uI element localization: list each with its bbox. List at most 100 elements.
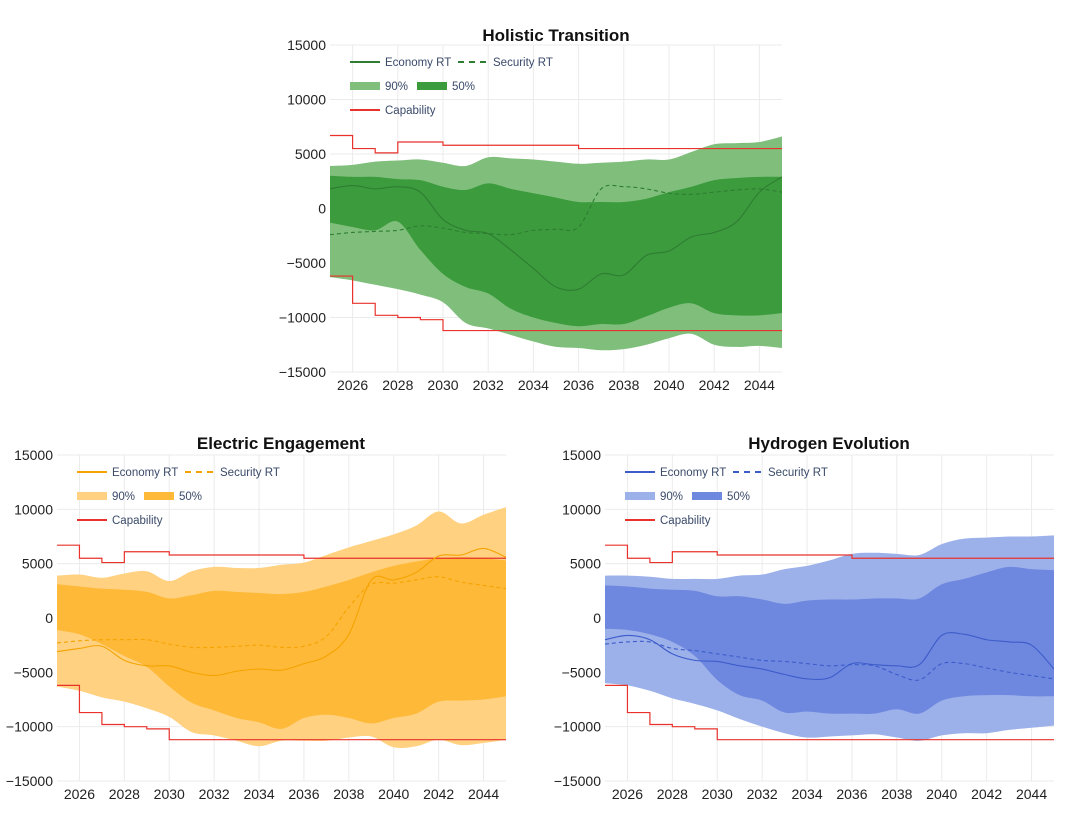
band-50 — [605, 566, 1054, 714]
y-tick-label: 15000 — [562, 447, 601, 463]
chart-panel-holistic-transition: −15000 −10000 −5000 0 5000 10000 15000 2026 2028… — [0, 0, 1090, 400]
plot-area — [330, 134, 782, 351]
x-tick-label: 2034 — [243, 786, 274, 802]
legend-label-band50: 50% — [179, 491, 202, 503]
legend-label-capability: Capability — [385, 105, 436, 117]
legend-label-capability: Capability — [660, 515, 711, 527]
legend-swatch-band90 — [625, 492, 655, 500]
legend-label-security: Security RT — [768, 467, 828, 479]
economy-rt-line — [330, 176, 782, 291]
legend-label-economy: Economy RT — [385, 57, 451, 69]
legend-label-economy: Economy RT — [660, 467, 726, 479]
x-tick-label: 2040 — [653, 377, 684, 393]
capability-line-upper — [605, 544, 1054, 564]
x-tick-label: 2030 — [702, 786, 733, 802]
capability-line-upper — [57, 544, 506, 564]
y-tick-label: 5000 — [570, 556, 601, 572]
x-tick-label: 2038 — [881, 786, 912, 802]
legend-swatch-band50 — [692, 492, 722, 500]
legend-swatch-band90 — [77, 492, 107, 500]
y-tick-label: −5000 — [287, 255, 327, 271]
legend-label-band90: 90% — [660, 491, 683, 503]
band-50 — [57, 557, 506, 729]
axes: −15000 −10000 −5000 0 5000 10000 15000 2026 2028… — [279, 37, 775, 393]
x-tick-label: 2042 — [423, 786, 454, 802]
legend-label-capability: Capability — [112, 515, 163, 527]
y-tick-label: 0 — [593, 610, 601, 626]
legend-label-security: Security RT — [220, 467, 280, 479]
legend-label-band90: 90% — [385, 81, 408, 93]
axes: −15000 −10000 −5000 0 5000 10000 15000 2026 2028… — [554, 447, 1047, 802]
y-tick-label: 0 — [318, 201, 326, 217]
x-tick-label: 2026 — [612, 786, 643, 802]
legend: Economy RT Security RT 90% 50% Capability — [77, 467, 280, 527]
x-tick-label: 2044 — [744, 377, 775, 393]
y-tick-label: −5000 — [14, 664, 54, 680]
capability-line-lower — [605, 684, 1054, 741]
chart-title: Holistic Transition — [482, 26, 629, 45]
x-tick-label: 2036 — [836, 786, 867, 802]
x-tick-label: 2036 — [288, 786, 319, 802]
x-tick-label: 2040 — [378, 786, 409, 802]
plot-area — [57, 507, 506, 749]
legend-label-band50: 50% — [452, 81, 475, 93]
x-tick-label: 2028 — [382, 377, 413, 393]
chart-title: Hydrogen Evolution — [748, 434, 910, 453]
y-tick-label: −10000 — [6, 719, 53, 735]
plot-area — [605, 535, 1054, 741]
axes: −15000 −10000 −5000 0 5000 10000 15000 2026 2028… — [6, 447, 499, 802]
legend: Economy RT Security RT 90% 50% Capability — [350, 57, 553, 117]
x-tick-label: 2026 — [337, 377, 368, 393]
y-tick-label: 5000 — [295, 146, 326, 162]
legend-swatch-band90 — [350, 82, 380, 90]
x-tick-label: 2032 — [473, 377, 504, 393]
legend-label-band50: 50% — [727, 491, 750, 503]
y-tick-label: −10000 — [554, 719, 601, 735]
y-tick-label: 10000 — [562, 501, 601, 517]
x-tick-label: 2028 — [657, 786, 688, 802]
x-tick-label: 2036 — [563, 377, 594, 393]
y-tick-label: −10000 — [279, 310, 326, 326]
x-tick-label: 2028 — [109, 786, 140, 802]
economy-rt-line — [605, 632, 1054, 681]
legend: Economy RT Security RT 90% 50% Capability — [625, 467, 828, 527]
capability-line-lower — [57, 684, 506, 741]
y-tick-label: 5000 — [22, 556, 53, 572]
x-tick-label: 2038 — [333, 786, 364, 802]
x-tick-label: 2040 — [926, 786, 957, 802]
legend-swatch-band50 — [144, 492, 174, 500]
x-tick-label: 2044 — [468, 786, 499, 802]
x-tick-label: 2026 — [64, 786, 95, 802]
y-tick-label: −15000 — [279, 364, 326, 380]
x-tick-label: 2032 — [747, 786, 778, 802]
x-tick-label: 2042 — [971, 786, 1002, 802]
capability-line-lower — [330, 275, 782, 332]
legend-swatch-band50 — [417, 82, 447, 90]
y-tick-label: −5000 — [562, 664, 602, 680]
x-tick-label: 2032 — [199, 786, 230, 802]
x-tick-label: 2042 — [699, 377, 730, 393]
y-tick-label: 15000 — [287, 37, 326, 53]
y-tick-label: −15000 — [6, 773, 53, 789]
x-tick-label: 2030 — [427, 377, 458, 393]
y-tick-label: −15000 — [554, 773, 601, 789]
x-tick-label: 2044 — [1016, 786, 1047, 802]
security-rt-line — [330, 184, 782, 236]
security-rt-line — [605, 640, 1054, 681]
legend-label-security: Security RT — [493, 57, 553, 69]
y-tick-label: 10000 — [287, 92, 326, 108]
security-rt-line — [57, 576, 506, 649]
y-tick-label: 10000 — [14, 501, 53, 517]
economy-rt-line — [57, 547, 506, 677]
legend-label-band90: 90% — [112, 491, 135, 503]
y-tick-label: 0 — [45, 610, 53, 626]
capability-line-upper — [330, 134, 782, 154]
chart-title: Electric Engagement — [197, 434, 366, 453]
x-tick-label: 2034 — [791, 786, 822, 802]
y-tick-label: 15000 — [14, 447, 53, 463]
